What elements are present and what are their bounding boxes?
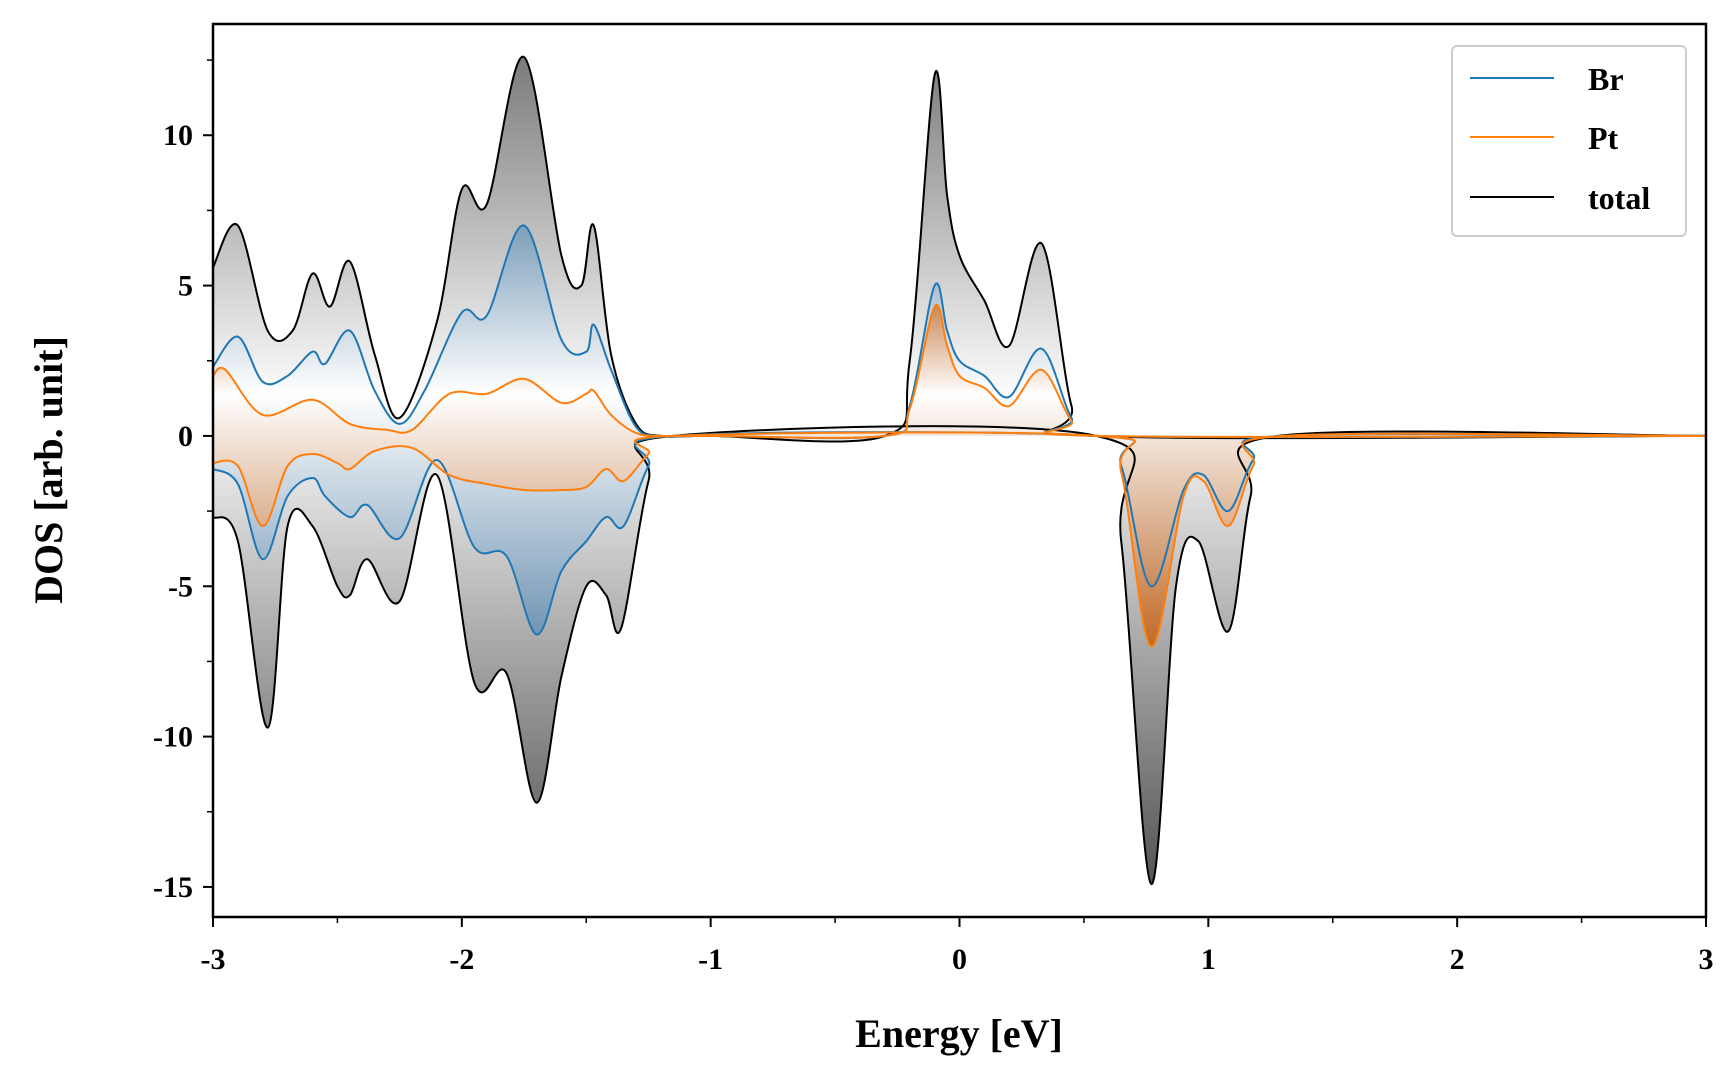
line-br-spin-down [213, 431, 1706, 636]
y-tick-label: 5 [178, 270, 193, 303]
x-tick-label: 0 [952, 943, 967, 976]
x-tick-label: 1 [1201, 943, 1216, 976]
area-br-spin-up [213, 225, 1706, 439]
line-br-spin-up [213, 224, 1706, 440]
area-total-spin-down [213, 426, 1706, 885]
legend-label-br: Br [1588, 61, 1624, 97]
y-tick-label: 0 [178, 420, 193, 453]
y-tick-label: -10 [153, 721, 193, 754]
line-pt-spin-down [213, 431, 1706, 648]
line-total-spin-down [213, 425, 1706, 885]
x-tick-label: -1 [698, 943, 723, 976]
plot-area [213, 56, 1706, 885]
legend-label-pt: Pt [1588, 120, 1619, 156]
x-axis: -3 -2 -1 0 1 2 3 [201, 917, 1714, 976]
legend-label-total: total [1588, 180, 1650, 216]
line-total-spin-up [213, 56, 1706, 443]
y-axis-title: DOS [arb. unit] [26, 336, 71, 604]
x-axis-title: Energy [eV] [855, 1011, 1063, 1056]
area-total-spin-up [213, 56, 1706, 442]
legend-box [1451, 45, 1687, 237]
y-tick-label: 10 [163, 119, 193, 152]
x-tick-label: -3 [201, 943, 226, 976]
x-tick-label: 3 [1699, 943, 1714, 976]
line-layer [213, 56, 1706, 885]
y-tick-label: -5 [168, 570, 193, 603]
y-axis: 10 5 0 -5 -10 -15 [153, 59, 213, 904]
x-tick-label: 2 [1450, 943, 1465, 976]
area-pt-spin-up [213, 304, 1706, 438]
x-tick-label: -2 [449, 943, 474, 976]
area-pt-spin-down [213, 432, 1706, 647]
y-tick-label: -15 [153, 871, 193, 904]
legend: Br Pt total [1451, 45, 1687, 237]
